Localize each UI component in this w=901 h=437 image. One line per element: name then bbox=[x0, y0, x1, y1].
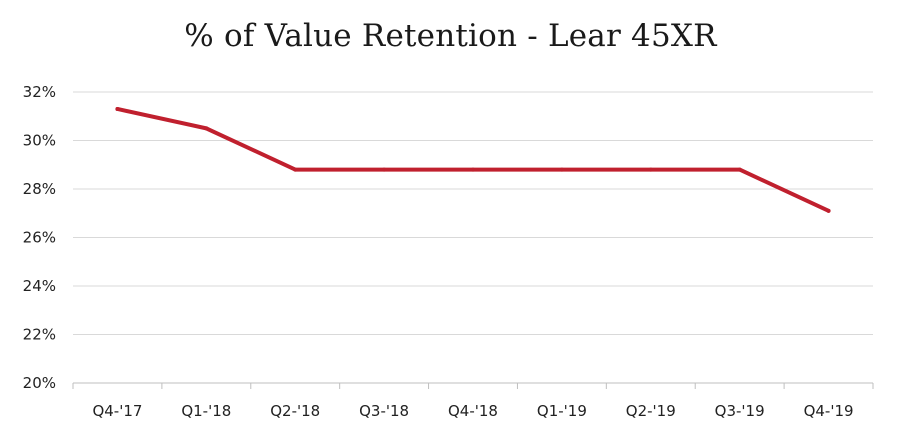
data-point bbox=[471, 167, 475, 172]
x-tick-label: Q3-'19 bbox=[715, 402, 765, 420]
x-tick-label: Q2-'19 bbox=[626, 402, 676, 420]
data-point bbox=[293, 167, 298, 172]
data-point bbox=[559, 167, 564, 172]
data-point bbox=[204, 126, 209, 131]
y-axis-tick-labels: 20% 22% 24% 26% 28% 30% 32% bbox=[23, 83, 56, 392]
series-line bbox=[115, 106, 831, 213]
data-point bbox=[648, 167, 653, 172]
y-tick-label: 30% bbox=[23, 132, 56, 150]
x-tick-label: Q4-'17 bbox=[92, 402, 142, 420]
chart-title: % of Value Retention - Lear 45XR bbox=[184, 18, 717, 54]
x-tick-label: Q4-'19 bbox=[804, 402, 854, 420]
data-point bbox=[737, 167, 742, 172]
series-lines bbox=[115, 106, 831, 213]
data-point bbox=[826, 208, 831, 213]
x-tick-label: Q1-'19 bbox=[537, 402, 587, 420]
x-tick-label: Q4-'18 bbox=[448, 402, 498, 420]
x-tick-label: Q3-'18 bbox=[359, 402, 409, 420]
y-tick-label: 28% bbox=[23, 180, 56, 198]
gridlines bbox=[73, 91, 873, 335]
data-point bbox=[382, 167, 387, 172]
y-tick-label: 32% bbox=[23, 83, 56, 101]
y-tick-label: 24% bbox=[23, 277, 56, 295]
y-tick-label: 20% bbox=[23, 374, 56, 392]
x-axis-tick-labels: Q4-'17 Q1-'18 Q2-'18 Q3-'18 Q4-'18 Q1-'19 Q2-'… bbox=[92, 402, 853, 420]
x-axis bbox=[72, 382, 874, 389]
x-tick-label: Q2-'18 bbox=[270, 402, 320, 420]
data-point bbox=[115, 106, 120, 111]
y-tick-label: 26% bbox=[23, 229, 56, 247]
y-tick-label: 22% bbox=[23, 326, 56, 344]
x-tick-label: Q1-'18 bbox=[181, 402, 231, 420]
